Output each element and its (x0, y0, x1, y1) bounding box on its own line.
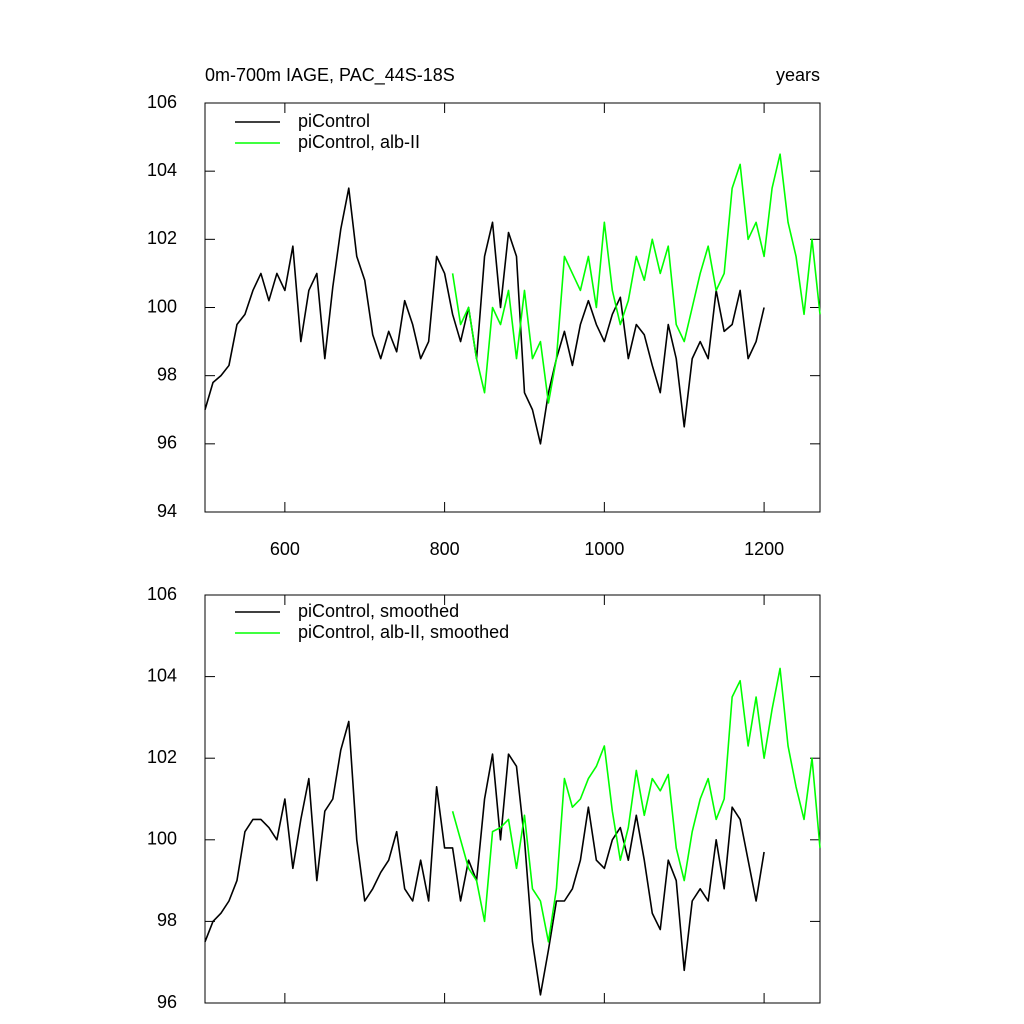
legend-label: piControl, alb-II, smoothed (298, 622, 509, 642)
x-tick-label: 600 (270, 539, 300, 559)
data-line (204, 187, 765, 445)
y-tick-label: 102 (147, 228, 177, 248)
legend-label: piControl, alb-II (298, 132, 420, 152)
y-tick-label: 94 (157, 501, 177, 521)
legend-label: piControl, smoothed (298, 601, 459, 621)
data-line (451, 667, 821, 943)
y-tick-label: 106 (147, 584, 177, 604)
plot-frame (204, 594, 821, 1004)
y-tick-label: 96 (157, 433, 177, 453)
chart-title: 0m-700m IAGE, PAC_44S-18S (205, 65, 455, 86)
y-tick-label: 98 (157, 364, 177, 384)
x-tick-label: 800 (430, 539, 460, 559)
y-tick-label: 102 (147, 747, 177, 767)
y-tick-label: 104 (147, 665, 177, 685)
axis-label: years (776, 65, 820, 85)
y-tick-label: 106 (147, 92, 177, 112)
y-tick-label: 96 (157, 992, 177, 1012)
data-line (204, 720, 765, 996)
y-tick-label: 98 (157, 910, 177, 930)
y-tick-label: 100 (147, 829, 177, 849)
y-tick-label: 104 (147, 160, 177, 180)
data-line (451, 153, 821, 404)
y-tick-label: 100 (147, 296, 177, 316)
x-tick-label: 1000 (584, 539, 624, 559)
legend-label: piControl (298, 111, 370, 131)
x-tick-label: 1200 (744, 539, 784, 559)
